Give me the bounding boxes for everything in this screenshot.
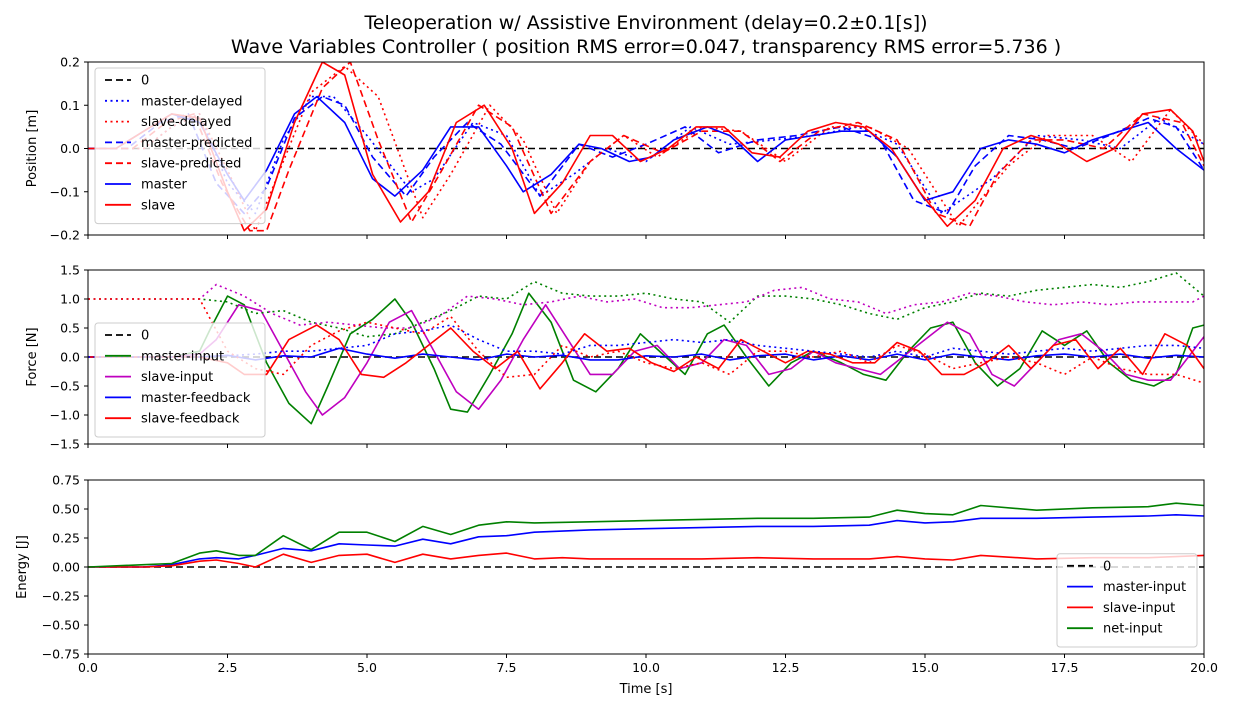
series-line-master-input [88, 292, 1204, 425]
legend: 0 master-input slave-input net-input [1056, 553, 1198, 648]
series-line-slave-input [88, 552, 1204, 568]
y-tick-label: −1.5 [50, 437, 80, 452]
series-line-slave [88, 62, 1204, 232]
legend-entry: 0 [141, 74, 149, 89]
x-tick-label: 5.0 [357, 660, 377, 675]
series-line-slave-input-dotted [88, 283, 1204, 329]
series-line-slave-predicted [88, 62, 1204, 232]
legend-entry: slave-input [1103, 601, 1175, 616]
energy-panel: 0.75 0.50 0.25 0.00 −0.25 −0.50 −0.750.0 2.5 5.0… [15, 473, 1218, 676]
legend-entry: master-input [141, 349, 224, 364]
series-lines [88, 272, 1204, 425]
series-line-master-predicted [88, 95, 1204, 215]
legend-entry: slave-input [141, 370, 213, 385]
y-axis-label: Force [N] [25, 327, 40, 386]
y-tick-label: −0.25 [42, 589, 80, 604]
x-tick-label: 10.0 [632, 660, 660, 675]
legend-entry: slave-delayed [141, 115, 232, 130]
x-tick-label: 2.5 [218, 660, 238, 675]
chart-title-line-2: Wave Variables Controller ( position RMS… [231, 36, 1061, 58]
x-tick-label: 17.5 [1051, 660, 1079, 675]
series-line-master-feedback-dotted [88, 324, 1204, 358]
series-line-slave-input [88, 304, 1204, 416]
y-tick-label: 0.5 [60, 321, 80, 336]
y-tick-label: 1.0 [60, 292, 80, 307]
legend-entry: net-input [1103, 622, 1162, 637]
legend-entry: slave-predicted [141, 157, 241, 172]
x-tick-label: 20.0 [1190, 660, 1218, 675]
legend-box [1056, 553, 1198, 648]
series-line-master [88, 95, 1204, 202]
chart-title-line-1: Teleoperation w/ Assistive Environment (… [363, 12, 927, 34]
legend-entry: master-predicted [141, 136, 252, 151]
legend-box [94, 67, 266, 225]
legend-entry: 0 [1103, 559, 1111, 574]
legend: 0 master-delayed slave-delayed master-predi… [94, 67, 266, 225]
x-tick-label: 7.5 [497, 660, 517, 675]
y-tick-label: 0.00 [52, 560, 80, 575]
y-tick-label: −0.75 [42, 647, 80, 662]
series-line-net-input [88, 502, 1204, 568]
y-tick-label: 1.5 [60, 263, 80, 278]
x-tick-label: 0.0 [78, 660, 98, 675]
legend-box [94, 322, 266, 438]
legend: 0 master-input slave-input master-feedback s… [94, 322, 266, 438]
y-tick-label: −0.2 [50, 228, 80, 243]
position-panel: 0.2 0.1 0.0 −0.1 −0.2 Position [m] 0 master-del… [25, 55, 1205, 243]
y-tick-label: 0.75 [52, 473, 80, 488]
legend-entry: 0 [141, 329, 149, 344]
series-line-master-input [88, 514, 1204, 568]
legend-entry: slave [141, 198, 175, 213]
x-tick-label: 12.5 [772, 660, 800, 675]
x-tick-label: 15.0 [911, 660, 939, 675]
legend-entry: master-feedback [141, 391, 251, 406]
series-line-master-input-dotted [88, 272, 1204, 338]
y-tick-label: 0.0 [60, 350, 80, 365]
y-tick-label: −0.5 [50, 379, 80, 394]
y-tick-label: −0.50 [42, 618, 80, 633]
legend-entry: master-input [1103, 580, 1186, 595]
series-line-slave-feedback [88, 324, 1204, 390]
y-tick-label: 0.2 [60, 55, 80, 70]
y-axis-label: Energy [J] [15, 535, 30, 599]
y-tick-label: −0.1 [50, 184, 80, 199]
y-tick-label: 0.25 [52, 531, 80, 546]
y-axis-label: Position [m] [25, 110, 40, 188]
y-tick-label: −1.0 [50, 408, 80, 423]
series-line-slave-delayed [88, 65, 1204, 232]
series-line-master-feedback [88, 347, 1204, 361]
y-tick-label: 0.50 [52, 502, 80, 517]
legend-entry: slave-feedback [141, 412, 240, 427]
legend-entry: master-delayed [141, 94, 242, 109]
x-axis-label: Time [s] [619, 682, 673, 697]
force-panel: 1.5 1.0 0.5 0.0 −0.5 −1.0 −1.5 Force [N] 0 master… [25, 263, 1205, 452]
legend-entry: master [141, 178, 187, 193]
series-lines [88, 502, 1204, 568]
y-tick-label: 0.0 [60, 141, 80, 156]
y-tick-label: 0.1 [60, 98, 80, 113]
